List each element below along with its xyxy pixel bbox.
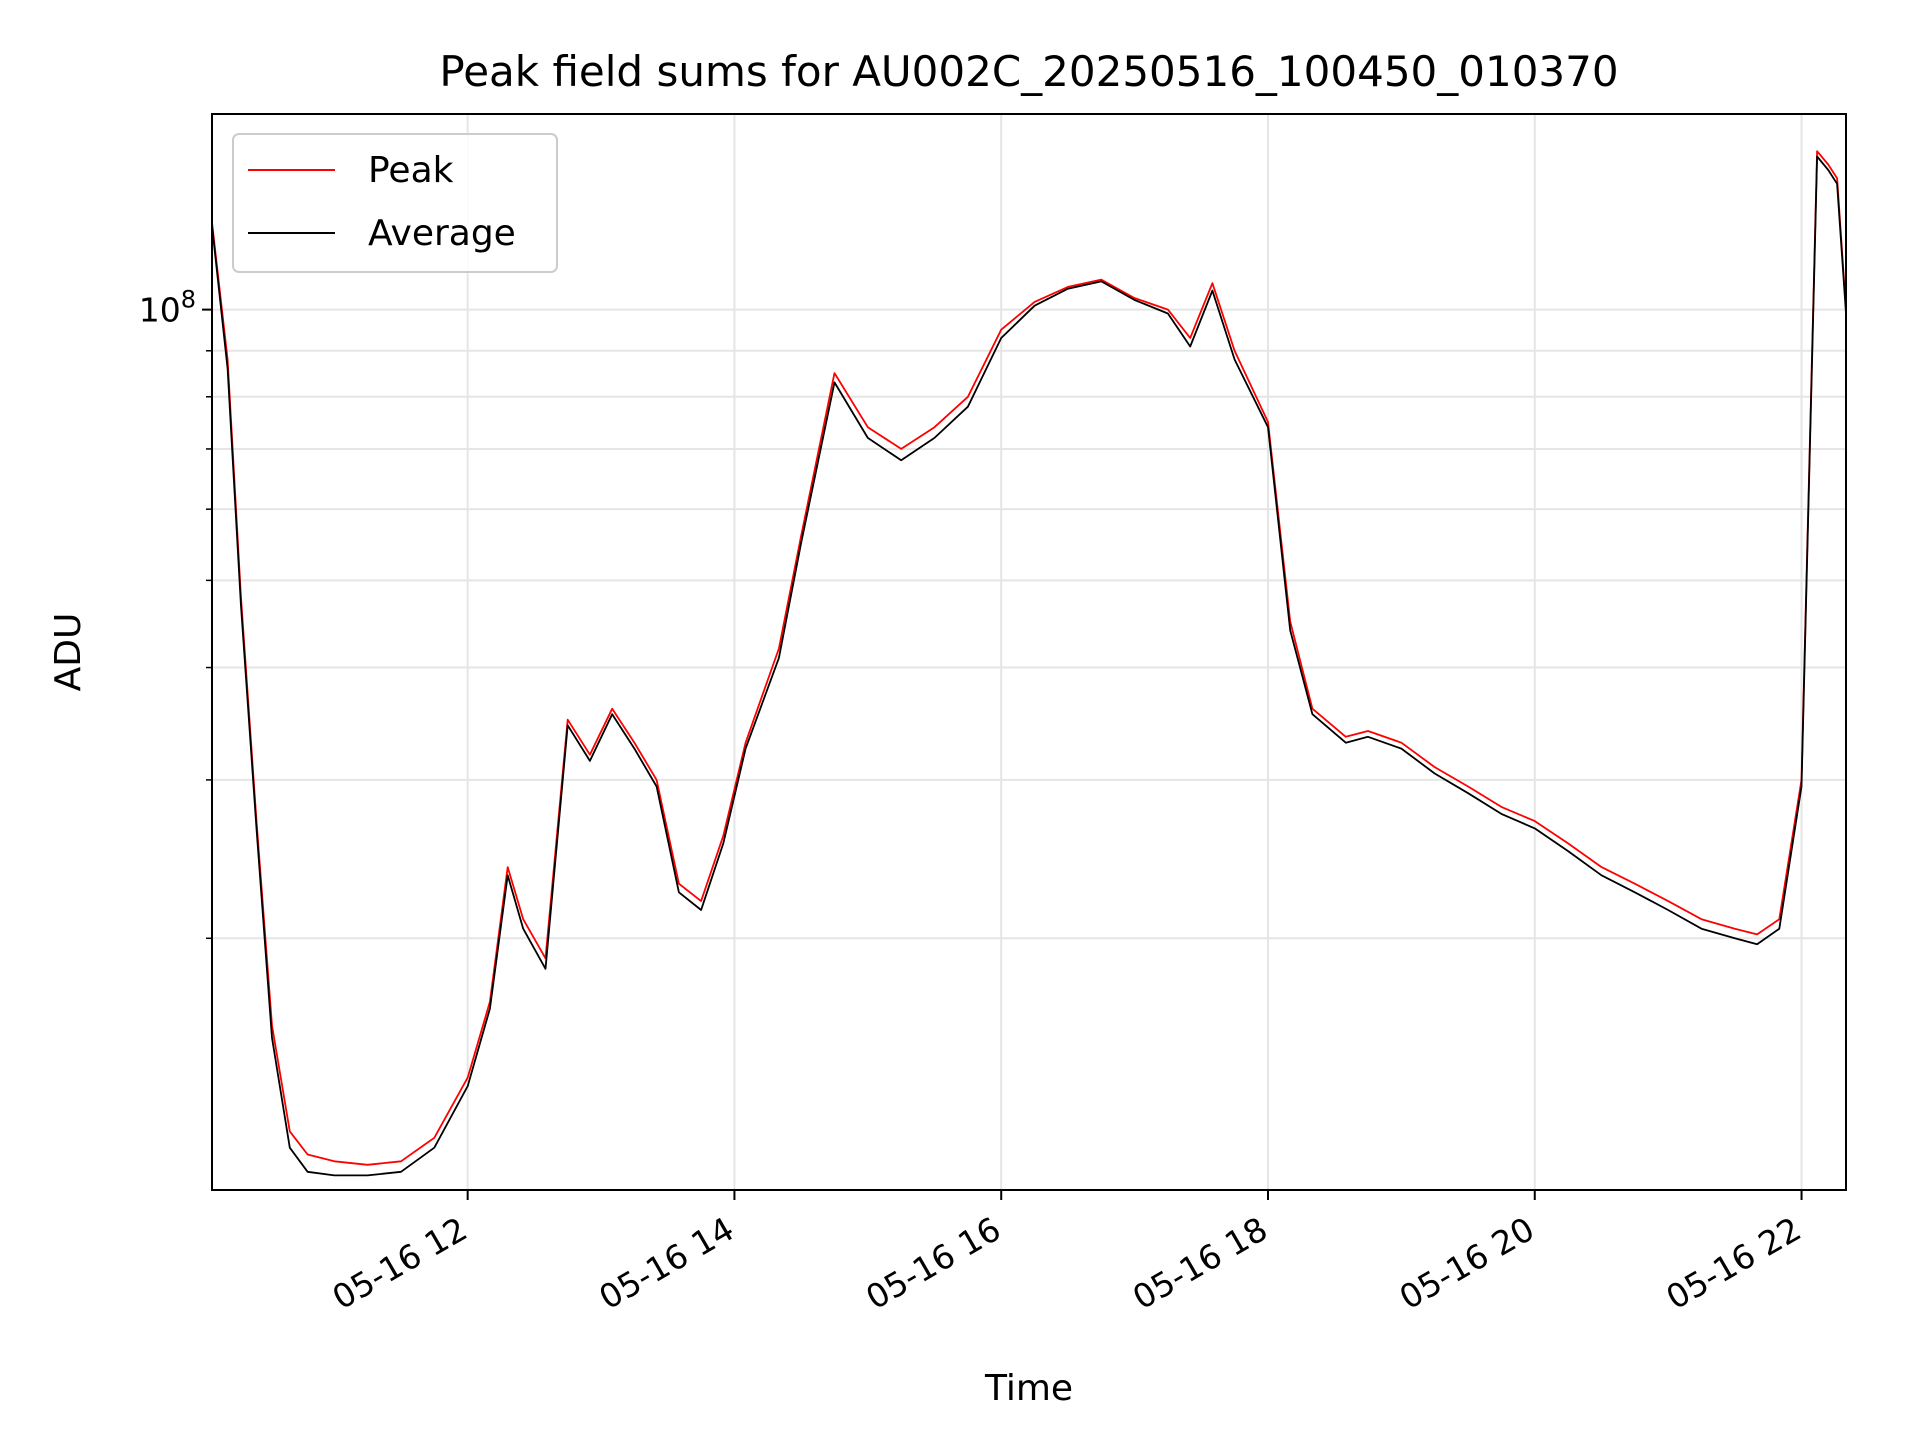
grid <box>212 114 1846 1190</box>
y-tick-label: 108 <box>139 286 196 330</box>
legend-label-peak: Peak <box>368 150 454 191</box>
x-axis-label: Time <box>984 1368 1073 1409</box>
y-tick-label-base: 10 <box>139 291 181 330</box>
series-line-peak <box>211 150 1847 1166</box>
series-lines <box>211 150 1847 1177</box>
chart-title: Peak field sums for AU002C_20250516_1004… <box>439 47 1618 96</box>
series-line-average <box>211 155 1847 1177</box>
legend-label-average: Average <box>368 213 516 254</box>
plot-frame <box>211 113 1847 1191</box>
legend-box <box>232 133 558 273</box>
legend: Peak Average <box>232 133 558 273</box>
y-tick-label-exponent: 8 <box>181 286 196 314</box>
y-axis-label: ADU <box>48 613 89 692</box>
